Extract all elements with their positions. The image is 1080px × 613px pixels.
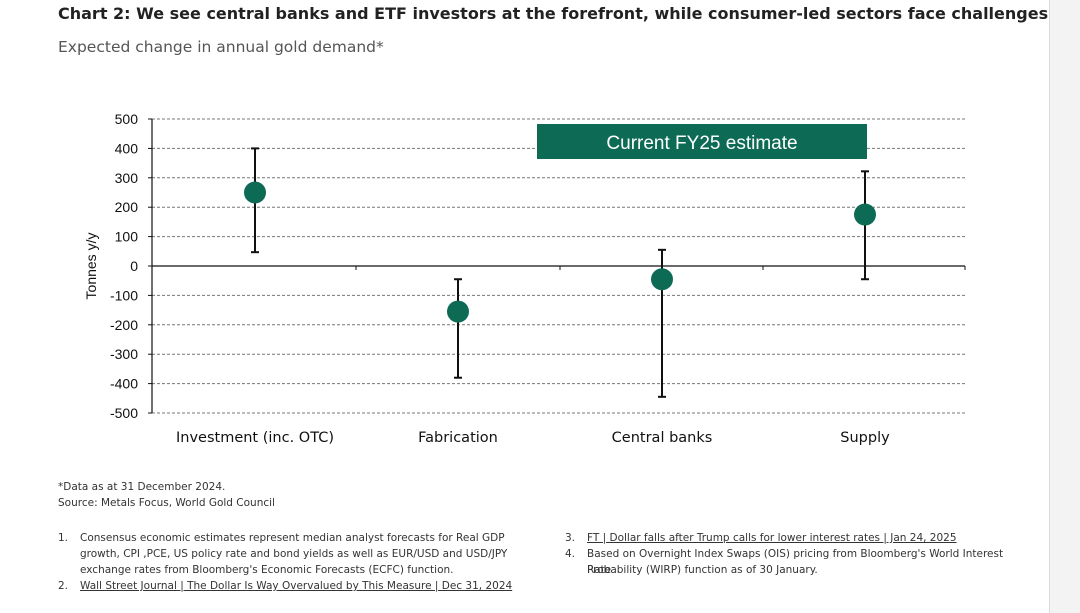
y-tick-label: 500 xyxy=(115,111,139,127)
footnote-1-line-1: Consensus economic estimates represent m… xyxy=(80,532,505,544)
footnote-1-cont2: exchange rates from Bloomberg's Economic… xyxy=(58,562,528,578)
y-tick-label: -500 xyxy=(110,405,138,421)
footnote-4: 4. Based on Overnight Index Swaps (OIS) … xyxy=(565,546,1025,576)
data-note: *Data as at 31 December 2024. xyxy=(58,481,226,493)
y-tick-label: 200 xyxy=(115,199,139,215)
footnote-4-cont: Probability (WIRP) function as of 30 Jan… xyxy=(565,562,1025,578)
chart-title: Chart 2: We see central banks and ETF in… xyxy=(58,4,1080,23)
footnote-2-number: 2. xyxy=(58,580,69,592)
x-category-label: Fabrication xyxy=(418,430,498,446)
estimate-point xyxy=(244,181,266,204)
x-category-label: Investment (inc. OTC) xyxy=(176,430,334,446)
footnote-4-line-2: Probability (WIRP) function as of 30 Jan… xyxy=(587,564,818,576)
footnote-3-number: 3. xyxy=(565,532,576,544)
y-tick-label: 100 xyxy=(115,229,139,245)
y-tick-label: 300 xyxy=(115,170,139,186)
footnote-2: 2. Wall Street Journal | The Dollar Is W… xyxy=(58,578,528,594)
y-tick-label: 0 xyxy=(130,258,138,274)
y-tick-label: -400 xyxy=(110,376,138,392)
page-scroll-gutter xyxy=(1050,0,1080,613)
y-tick-label: -200 xyxy=(110,317,138,333)
footnote-1-cont: growth, CPI ,PCE, US policy rate and bon… xyxy=(58,546,528,562)
footnote-1-number: 1. xyxy=(58,532,69,544)
legend-label: Current FY25 estimate xyxy=(606,133,797,154)
x-category-label: Central banks xyxy=(612,430,713,446)
footnote-4-line-1: Based on Overnight Index Swaps (OIS) pri… xyxy=(587,548,1004,576)
x-category-label: Supply xyxy=(840,430,890,446)
page-edge-divider xyxy=(1049,0,1050,613)
y-tick-label: -100 xyxy=(110,287,138,303)
y-tick-label: -300 xyxy=(110,346,138,362)
footnote-1: 1. Consensus economic estimates represen… xyxy=(58,530,528,546)
legend-box xyxy=(537,124,867,159)
footnote-1-line-2: growth, CPI ,PCE, US policy rate and bon… xyxy=(80,548,508,560)
estimate-point xyxy=(854,203,876,226)
footnote-1-line-3: exchange rates from Bloomberg's Economic… xyxy=(80,564,454,576)
footnote-2-link[interactable]: Wall Street Journal | The Dollar Is Way … xyxy=(80,580,513,592)
chart-subtitle: Expected change in annual gold demand* xyxy=(58,38,384,56)
footnote-3: 3. FT | Dollar falls after Trump calls f… xyxy=(565,530,1025,546)
footnote-3-link[interactable]: FT | Dollar falls after Trump calls for … xyxy=(587,532,957,544)
footnote-4-number: 4. xyxy=(565,548,576,560)
gold-demand-chart: 500 400 300 200 100 0 -100 -200 -300 -400 -500 Tonn… xyxy=(83,111,966,446)
estimate-point xyxy=(447,300,469,323)
source-note: Source: Metals Focus, World Gold Council xyxy=(58,497,275,509)
estimate-point xyxy=(651,268,673,291)
y-axis-label: Tonnes y/y xyxy=(83,233,99,300)
y-tick-label: 400 xyxy=(115,140,139,156)
